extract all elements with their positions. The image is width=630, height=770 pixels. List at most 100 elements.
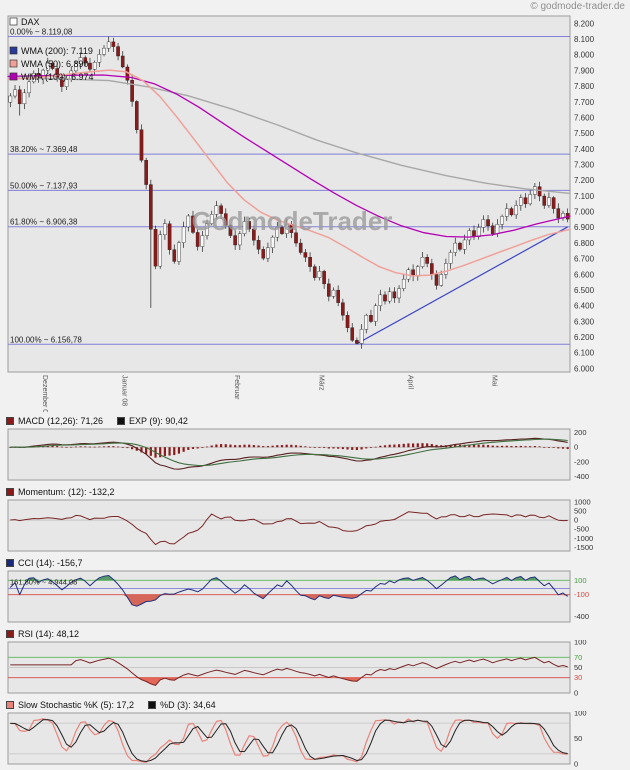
stochastic-canvas: 100 50 0 — [7, 711, 587, 768]
macd-value-label: MACD (12,26): 71,26 — [18, 415, 104, 426]
svg-text:8.200: 8.200 — [574, 19, 595, 28]
svg-text:8.100: 8.100 — [574, 35, 595, 44]
rsi-panel: RSI (14): 48,12 100 70 50 30 0 — [0, 627, 630, 696]
svg-text:-200: -200 — [574, 457, 589, 466]
svg-text:7.400: 7.400 — [574, 145, 595, 154]
svg-text:DAX: DAX — [21, 17, 40, 27]
svg-text:WMA (200): 7.119: WMA (200): 7.119 — [21, 46, 93, 56]
cci-panel: CCI (14): -156,7 161.80% ~ 4.944,08 100 -1… — [0, 556, 630, 625]
svg-text:200: 200 — [574, 428, 587, 437]
svg-text:-1500: -1500 — [574, 543, 593, 552]
svg-text:Februar: Februar — [233, 375, 240, 400]
svg-text:April: April — [406, 375, 413, 389]
svg-text:-400: -400 — [574, 472, 589, 481]
svg-text:50.00% ~ 7.137,93: 50.00% ~ 7.137,93 — [10, 181, 78, 190]
svg-text:8.000: 8.000 — [574, 51, 595, 60]
svg-text:6.400: 6.400 — [574, 302, 595, 311]
stoch-d-legend-item: %D (3): 34,64 — [148, 700, 216, 710]
svg-text:70: 70 — [574, 653, 582, 662]
macd-exp-legend-item: EXP (9): 90,42 — [117, 416, 188, 426]
cci-value-label: CCI (14): -156,7 — [18, 557, 83, 568]
macd-legend-item: MACD (12,26): 71,26 — [6, 416, 103, 426]
svg-text:100: 100 — [574, 576, 587, 585]
cci-legend-item: CCI (14): -156,7 — [6, 558, 83, 568]
macd-exp-swatch-icon — [117, 416, 126, 425]
svg-text:161.80% ~ 4.944,08: 161.80% ~ 4.944,08 — [10, 577, 77, 586]
svg-text:7.700: 7.700 — [574, 98, 595, 107]
stochastic-panel: Slow Stochastic %K (5): 17,2 %D (3): 34,… — [0, 698, 630, 767]
svg-text:7.500: 7.500 — [574, 129, 595, 138]
svg-text:Januar 08: Januar 08 — [121, 375, 128, 406]
price-chart-panel: 6.000 6.100 6.200 6.300 6.400 6.500 6.600 6.700… — [0, 12, 630, 412]
macd-panel: MACD (12,26): 71,26 EXP (9): 90,42 200 0 -… — [0, 414, 630, 483]
svg-text:50: 50 — [574, 663, 582, 672]
momentum-legend: Momentum: (12): -132,2 — [0, 485, 630, 498]
svg-text:6.700: 6.700 — [574, 255, 595, 264]
svg-text:100: 100 — [574, 711, 587, 718]
svg-text:-400: -400 — [574, 612, 589, 621]
svg-text:WMA (50): 6.890: WMA (50): 6.890 — [21, 59, 89, 69]
macd-exp-value-label: EXP (9): 90,42 — [129, 415, 188, 426]
cci-canvas: 161.80% ~ 4.944,08 100 -100 -400 — [7, 570, 589, 623]
svg-text:6.000: 6.000 — [574, 364, 595, 373]
svg-text:Mai: Mai — [491, 375, 498, 387]
svg-text:0.00% ~ 8.119,08: 0.00% ~ 8.119,08 — [10, 28, 73, 37]
svg-text:Dezember 07: Dezember 07 — [41, 375, 48, 412]
stoch-k-swatch-icon — [6, 700, 14, 709]
svg-text:6.200: 6.200 — [574, 333, 595, 342]
svg-text:7.200: 7.200 — [574, 176, 595, 185]
svg-text:6.800: 6.800 — [574, 239, 595, 248]
momentum-legend-item: Momentum: (12): -132,2 — [6, 487, 115, 497]
svg-text:6.500: 6.500 — [574, 286, 595, 295]
svg-text:-500: -500 — [574, 525, 589, 534]
svg-text:7.000: 7.000 — [574, 208, 595, 217]
svg-text:6.300: 6.300 — [574, 317, 595, 326]
macd-swatch-icon — [6, 416, 14, 425]
svg-text:WMA (100): 6.974: WMA (100): 6.974 — [21, 72, 94, 82]
site-watermark: © godmode-trader.de — [530, 1, 625, 12]
svg-text:7.900: 7.900 — [574, 66, 595, 75]
svg-text:50: 50 — [574, 734, 582, 743]
svg-text:30: 30 — [574, 673, 582, 682]
svg-text:7.100: 7.100 — [574, 192, 595, 201]
macd-canvas: 200 0 -200 -400 — [7, 428, 589, 481]
momentum-swatch-icon — [6, 487, 14, 496]
svg-text:38.20% ~ 7.369,48: 38.20% ~ 7.369,48 — [10, 145, 78, 154]
svg-text:7.300: 7.300 — [574, 160, 595, 169]
rsi-legend-item: RSI (14): 48,12 — [6, 629, 79, 639]
momentum-value-label: Momentum: (12): -132,2 — [18, 486, 115, 497]
svg-text:-100: -100 — [574, 590, 589, 599]
rsi-value-label: RSI (14): 48,12 — [18, 628, 80, 639]
cci-swatch-icon — [6, 558, 14, 567]
svg-text:100: 100 — [574, 640, 587, 647]
stoch-k-legend-item: Slow Stochastic %K (5): 17,2 — [6, 700, 134, 710]
stoch-k-value-label: Slow Stochastic %K (5): 17,2 — [18, 699, 135, 710]
svg-text:März: März — [317, 375, 324, 391]
stochastic-legend: Slow Stochastic %K (5): 17,2 %D (3): 34,… — [0, 698, 630, 711]
svg-text:7.800: 7.800 — [574, 82, 595, 91]
svg-text:500: 500 — [574, 506, 587, 515]
svg-text:61.80% ~ 6.906,38: 61.80% ~ 6.906,38 — [10, 218, 78, 227]
stoch-d-swatch-icon — [148, 700, 157, 709]
svg-text:100.00% ~ 6.156,78: 100.00% ~ 6.156,78 — [10, 335, 82, 344]
svg-text:GodmodeTrader: GodmodeTrader — [192, 206, 393, 236]
svg-text:0: 0 — [574, 760, 578, 768]
momentum-panel: Momentum: (12): -132,2 1000 500 0 -500 -1000… — [0, 485, 630, 554]
svg-text:-1000: -1000 — [574, 534, 593, 543]
stoch-d-value-label: %D (3): 34,64 — [160, 699, 216, 710]
svg-text:6.600: 6.600 — [574, 270, 595, 279]
rsi-legend: RSI (14): 48,12 — [0, 627, 630, 640]
macd-legend: MACD (12,26): 71,26 EXP (9): 90,42 — [0, 414, 630, 427]
svg-text:0: 0 — [574, 689, 578, 697]
svg-text:6.100: 6.100 — [574, 349, 595, 358]
svg-text:1000: 1000 — [574, 498, 591, 506]
cci-legend: CCI (14): -156,7 — [0, 556, 630, 569]
price-chart-canvas: 6.000 6.100 6.200 6.300 6.400 6.500 6.600 6.700… — [7, 15, 595, 412]
svg-text:7.600: 7.600 — [574, 113, 595, 122]
svg-text:0: 0 — [574, 443, 578, 452]
svg-text:0: 0 — [574, 516, 578, 525]
rsi-swatch-icon — [6, 629, 14, 638]
